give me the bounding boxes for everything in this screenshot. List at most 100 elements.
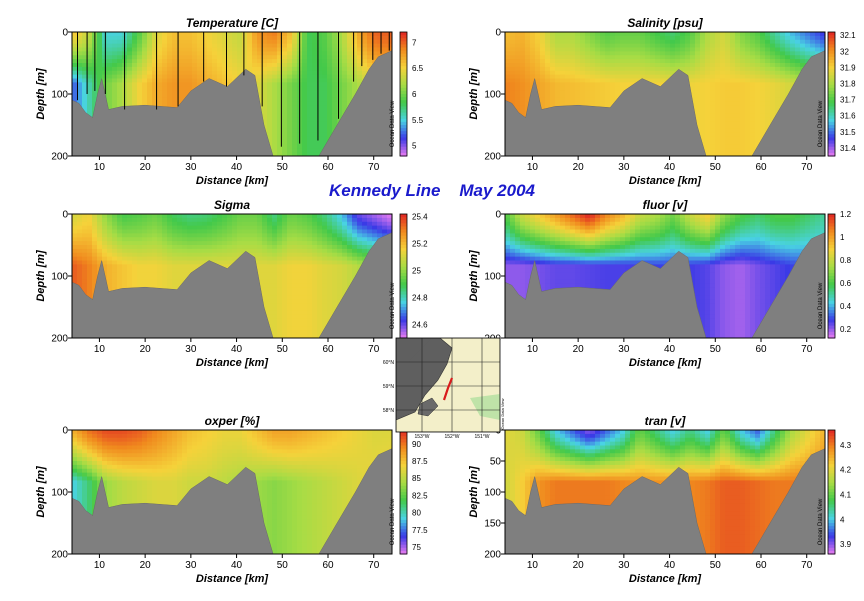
field-cell xyxy=(317,63,323,68)
field-cell xyxy=(715,113,721,118)
field-cell xyxy=(332,105,338,111)
field-cell xyxy=(77,252,83,258)
field-cell xyxy=(87,272,93,277)
field-cell xyxy=(77,86,83,91)
field-cell xyxy=(605,55,611,60)
field-cell xyxy=(177,233,183,238)
field-cell xyxy=(382,47,388,52)
field-cell xyxy=(327,101,333,107)
field-cell xyxy=(610,43,616,49)
field-cell xyxy=(740,32,746,37)
field-cell xyxy=(510,70,516,76)
field-cell xyxy=(312,55,318,60)
field-cell xyxy=(745,39,751,45)
field-cell xyxy=(720,39,726,45)
field-cell xyxy=(142,245,148,250)
field-cell xyxy=(790,51,796,56)
field-cell xyxy=(122,256,128,262)
field-cell xyxy=(102,225,108,231)
field-cell xyxy=(277,152,283,156)
field-cell xyxy=(670,32,676,37)
field-cell xyxy=(575,101,581,107)
field-cell xyxy=(287,97,293,103)
field-cell xyxy=(730,47,736,52)
colorbar-cell xyxy=(400,81,407,86)
field-cell xyxy=(755,90,761,95)
field-cell xyxy=(725,140,731,145)
field-cell xyxy=(545,86,551,91)
field-cell xyxy=(82,256,88,262)
field-cell xyxy=(665,59,671,64)
field-cell xyxy=(342,78,348,83)
field-cell xyxy=(730,82,736,87)
field-cell xyxy=(82,32,88,37)
field-cell xyxy=(82,47,88,52)
field-cell xyxy=(272,97,278,103)
field-cell xyxy=(530,47,536,52)
field-cell xyxy=(257,32,263,37)
field-cell xyxy=(675,39,681,45)
field-cell xyxy=(217,78,223,83)
colorbar-cell xyxy=(828,56,835,61)
field-cell xyxy=(770,59,776,64)
field-cell xyxy=(232,55,238,60)
field-cell xyxy=(147,78,153,83)
field-3 xyxy=(72,214,392,338)
field-cell xyxy=(740,78,746,83)
field-cell xyxy=(745,86,751,91)
field-cell xyxy=(710,70,716,76)
colorbar-cell xyxy=(828,32,835,36)
field-cell xyxy=(705,86,711,91)
field-cell xyxy=(690,90,696,95)
field-cell xyxy=(82,268,88,273)
field-cell xyxy=(710,94,716,99)
field-cell xyxy=(242,47,248,52)
field-cell xyxy=(137,43,143,49)
field-cell xyxy=(520,101,526,107)
field-cell xyxy=(152,217,158,223)
field-cell xyxy=(785,35,791,41)
field-cell xyxy=(725,105,731,111)
field-cell xyxy=(107,35,113,41)
field-cell xyxy=(267,101,273,107)
field-cell xyxy=(142,63,148,68)
field-cell xyxy=(82,51,88,56)
field-cell xyxy=(152,101,158,107)
field-cell xyxy=(505,47,511,52)
field-cell xyxy=(202,66,208,72)
field-cell xyxy=(197,47,203,52)
field-cell xyxy=(745,136,751,142)
field-cell xyxy=(735,70,741,76)
field-cell xyxy=(287,82,293,87)
field-cell xyxy=(262,55,268,60)
field-cell xyxy=(77,272,83,277)
field-cell xyxy=(117,39,123,45)
field-cell xyxy=(72,237,78,242)
field-cell xyxy=(610,97,616,103)
field-cell xyxy=(182,32,188,37)
field-cell xyxy=(147,229,153,234)
field-cell xyxy=(167,276,173,281)
field-cell xyxy=(332,51,338,56)
field-cell xyxy=(530,63,536,68)
field-cell xyxy=(177,272,183,277)
field-cell xyxy=(112,86,118,91)
field-cell xyxy=(670,35,676,41)
field-cell xyxy=(77,78,83,83)
field-cell xyxy=(107,268,113,273)
field-cell xyxy=(272,148,278,153)
field-cell xyxy=(212,78,218,83)
field-cell xyxy=(152,229,158,234)
field-cell xyxy=(550,78,556,83)
field-cell xyxy=(520,86,526,91)
field-cell xyxy=(107,55,113,60)
field-cell xyxy=(720,105,726,111)
field-cell xyxy=(292,97,298,103)
field-cell xyxy=(525,78,531,83)
field-cell xyxy=(182,229,188,234)
field-cell xyxy=(342,43,348,49)
field-cell xyxy=(212,66,218,72)
field-cell xyxy=(505,90,511,95)
field-cell xyxy=(287,105,293,111)
field-cell xyxy=(605,101,611,107)
